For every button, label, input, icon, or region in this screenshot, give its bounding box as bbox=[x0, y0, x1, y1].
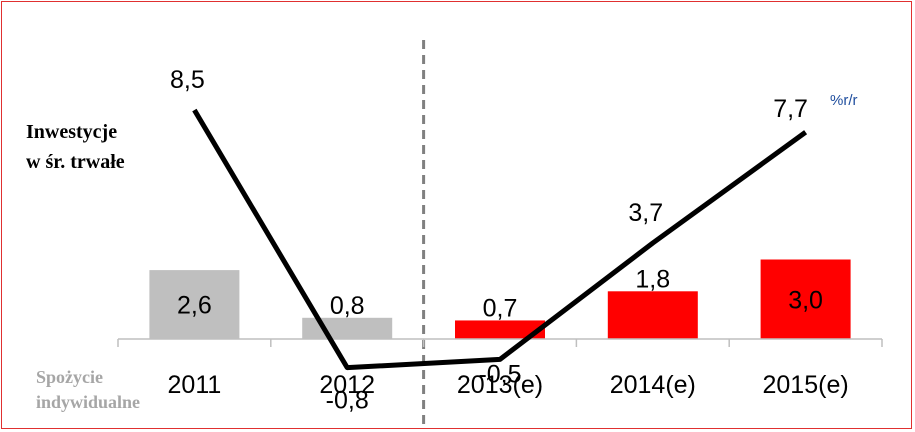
unit-label: %r/r bbox=[830, 92, 858, 109]
bar-2011 bbox=[149, 270, 240, 339]
category-label: 2013(e) bbox=[457, 371, 543, 399]
line-value-label: 3,7 bbox=[628, 199, 663, 227]
line-value-label: 7,7 bbox=[773, 95, 808, 123]
category-label: 2015(e) bbox=[763, 371, 849, 399]
bar-value-label: 0,7 bbox=[483, 294, 518, 322]
bar-value-label: 1,8 bbox=[635, 265, 670, 293]
category-label: 2011 bbox=[168, 371, 222, 399]
bar-legend-2: indywidualne bbox=[36, 392, 140, 412]
bar-2013(e) bbox=[455, 320, 545, 339]
bar-2015(e) bbox=[760, 259, 851, 339]
bar-value-label: 2,6 bbox=[177, 292, 212, 320]
line-value-label: 8,5 bbox=[170, 66, 205, 94]
bar-value-label: 0,8 bbox=[330, 292, 365, 320]
line-value-label: -0,8 bbox=[326, 387, 369, 415]
bar-2014(e) bbox=[607, 291, 698, 339]
investment-line bbox=[192, 108, 808, 371]
bar-legend-1: Spożycie bbox=[36, 367, 103, 387]
bar-value-label: 3,0 bbox=[788, 286, 823, 314]
category-label: 2012 bbox=[319, 371, 375, 399]
line-legend-2: w śr. trwałe bbox=[26, 151, 125, 173]
line-value-label: -0,5 bbox=[478, 360, 521, 388]
line-legend-1: Inwestycje bbox=[26, 121, 117, 143]
bar-2012 bbox=[302, 317, 393, 339]
category-label: 2014(e) bbox=[610, 371, 696, 399]
